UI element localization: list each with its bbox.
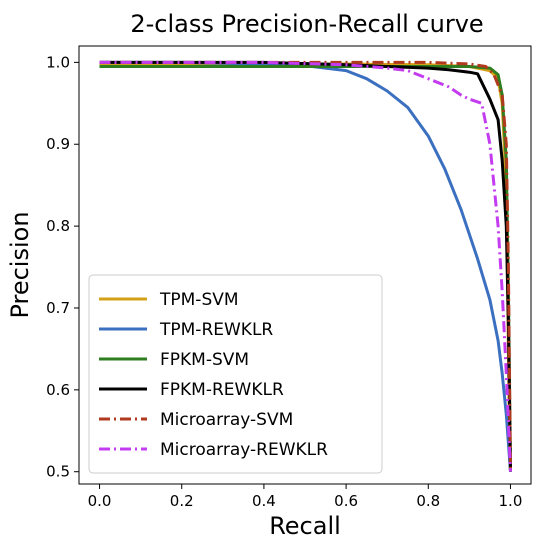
y-tick-label: 0.5 bbox=[46, 463, 70, 481]
y-axis: 0.5 0.6 0.7 0.8 0.9 1.0 bbox=[46, 53, 79, 481]
legend-box bbox=[88, 274, 383, 474]
x-tick-label: 0.2 bbox=[170, 492, 194, 510]
legend-label: FPKM-REWKLR bbox=[160, 380, 284, 400]
x-tick-label: 1.0 bbox=[499, 492, 523, 510]
y-axis-title: Precision bbox=[6, 211, 34, 318]
x-axis-title: Recall bbox=[269, 512, 341, 540]
y-tick-label: 0.9 bbox=[46, 135, 70, 153]
x-tick-label: 0.0 bbox=[88, 492, 112, 510]
series-line-microarray-rewklr bbox=[99, 60, 512, 472]
plot-area bbox=[99, 60, 512, 472]
legend-label: TPM-SVM bbox=[159, 290, 239, 310]
x-axis: 0.0 0.2 0.4 0.6 0.8 1.0 bbox=[88, 484, 523, 510]
legend: TPM-SVM TPM-REWKLR FPKM-SVM FPKM-REWKLR Micr… bbox=[88, 274, 383, 474]
x-tick-label: 0.8 bbox=[416, 492, 440, 510]
y-tick-label: 0.8 bbox=[46, 217, 70, 235]
y-tick-label: 0.7 bbox=[46, 299, 70, 317]
chart-title: 2-class Precision-Recall curve bbox=[130, 10, 483, 38]
legend-label: Microarray-SVM bbox=[160, 410, 293, 430]
y-tick-label: 1.0 bbox=[46, 53, 70, 71]
legend-label: TPM-REWKLR bbox=[159, 320, 273, 340]
y-tick-label: 0.6 bbox=[46, 381, 70, 399]
plot-frame bbox=[78, 45, 532, 485]
x-tick-label: 0.4 bbox=[252, 492, 276, 510]
legend-label: Microarray-REWKLR bbox=[160, 440, 328, 460]
x-tick-label: 0.6 bbox=[334, 492, 358, 510]
legend-label: FPKM-SVM bbox=[160, 350, 249, 370]
